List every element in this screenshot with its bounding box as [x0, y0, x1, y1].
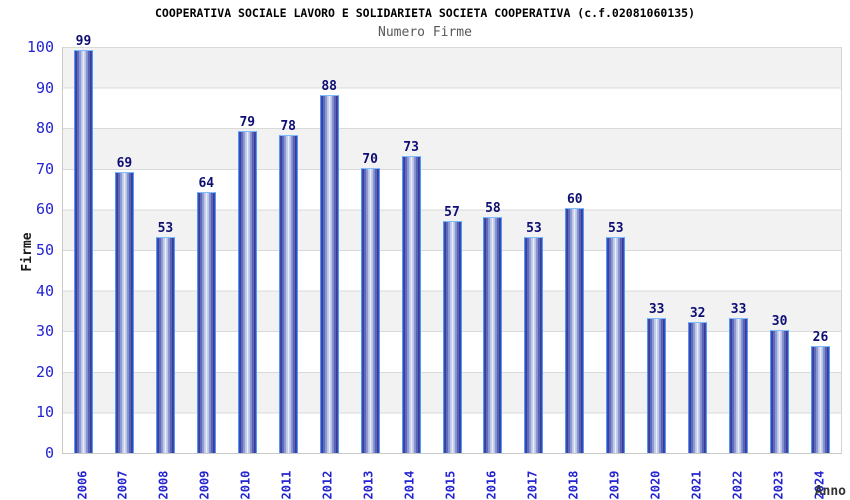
x-tick-label: 2006 — [75, 470, 89, 500]
y-tick-label: 60 — [35, 200, 54, 219]
x-tick-label: 2019 — [607, 470, 622, 500]
x-tick-label: 2010 — [238, 470, 253, 500]
y-tick-label: 0 — [44, 444, 54, 462]
bar-value-label: 64 — [198, 176, 215, 191]
bar-value-label: 30 — [771, 314, 788, 329]
bar-value-label: 33 — [730, 302, 747, 317]
bar-value-label: 53 — [157, 221, 174, 236]
bar-2011 — [278, 135, 298, 453]
bar-value-label: 69 — [116, 156, 133, 171]
x-axis-title: Anno — [814, 484, 846, 499]
bar-2013 — [360, 168, 380, 453]
y-tick-label: 90 — [35, 78, 54, 97]
y-tick-label: 10 — [35, 403, 54, 422]
x-tick-label: 2016 — [484, 470, 499, 500]
bar-value-label: 32 — [689, 306, 706, 321]
x-tick-label: 2021 — [689, 470, 704, 500]
x-tick-label: 2013 — [361, 470, 376, 500]
x-tick-label: 2008 — [156, 470, 171, 500]
bar-2008 — [155, 237, 175, 453]
x-tick-label: 2017 — [525, 470, 540, 500]
bar-2019 — [606, 237, 626, 453]
bar-value-label: 88 — [321, 79, 338, 94]
bar-2009 — [196, 192, 216, 453]
bar-value-label: 57 — [444, 205, 460, 220]
y-tick-label: 40 — [35, 281, 54, 300]
bar-2024 — [811, 346, 830, 453]
bar-value-label: 26 — [812, 330, 829, 345]
y-tick-label: 30 — [35, 322, 54, 341]
x-tick-label: 2018 — [566, 470, 581, 500]
bar-2021 — [688, 322, 708, 453]
bar-value-label: 53 — [526, 221, 542, 236]
x-axis-tick-labels: 2006 2007 2008 2009 2010 2011 2012 2013 2014 2015… — [62, 458, 840, 500]
bar-value-label: 79 — [239, 115, 256, 130]
bar-2016 — [483, 217, 503, 453]
bar-2014 — [401, 156, 421, 453]
x-tick-label: 2011 — [279, 470, 294, 500]
bar-value-label: 70 — [362, 152, 378, 167]
x-tick-label: 2022 — [730, 470, 745, 500]
bar-2007 — [114, 172, 134, 453]
bar-value-label: 58 — [485, 201, 501, 216]
x-tick-label: 2014 — [402, 470, 417, 500]
bar-2015 — [442, 221, 462, 453]
bar-2017 — [524, 237, 544, 453]
bar-value-label: 78 — [280, 119, 297, 134]
bar-2010 — [237, 131, 257, 453]
x-tick-label: 2012 — [320, 470, 335, 500]
bar-2012 — [319, 95, 339, 453]
bar-value-label: 33 — [648, 302, 665, 317]
x-tick-label: 2020 — [648, 470, 663, 500]
bar-value-label: 99 — [75, 34, 92, 49]
plot-area: 99 69 53 64 79 78 88 70 73 57 58 53 60 53 33 32 33 30 26 — [62, 35, 842, 454]
x-tick-label: 2015 — [443, 470, 458, 500]
bar-2023 — [770, 330, 790, 453]
bar-value-label: 60 — [566, 192, 583, 207]
x-tick-label: 2009 — [197, 470, 212, 500]
x-tick-label: 2023 — [771, 470, 786, 500]
bar-2018 — [565, 208, 585, 453]
y-tick-label: 80 — [35, 119, 54, 138]
y-axis-tick-labels: 0 10 20 30 40 50 60 70 80 90 100 — [0, 38, 54, 467]
bar-2006 — [74, 50, 93, 453]
y-tick-label: 100 — [26, 38, 54, 56]
bar-value-label: 73 — [403, 140, 419, 155]
bar-2020 — [647, 318, 667, 453]
y-tick-label: 50 — [35, 241, 54, 259]
x-tick-label: 2007 — [115, 470, 130, 500]
chart-subtitle: Numero Firme — [378, 25, 472, 40]
bar-2022 — [729, 318, 749, 453]
y-tick-label: 20 — [35, 362, 54, 381]
bar-value-label: 53 — [607, 221, 624, 236]
y-tick-label: 70 — [35, 159, 54, 178]
chart-title: COOPERATIVA SOCIALE LAVORO E SOLIDARIETA… — [154, 6, 696, 20]
